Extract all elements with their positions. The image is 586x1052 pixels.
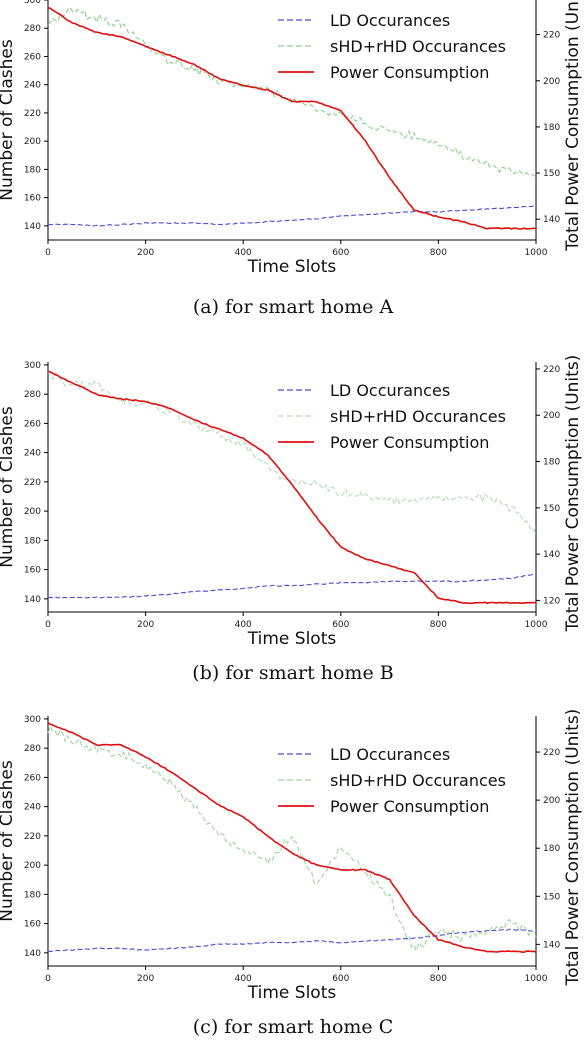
chart-caption-c: (c) for smart home C bbox=[192, 1016, 394, 1038]
legend-label-0: LD Occurances bbox=[330, 381, 450, 400]
chart-caption-a: (a) for smart home A bbox=[192, 296, 394, 318]
y-tick-label: 240 bbox=[24, 81, 41, 91]
legend-label-1: sHD+rHD Occurances bbox=[330, 407, 506, 426]
x-axis-label: Time Slots bbox=[247, 983, 337, 1003]
y-tick-label: 200 bbox=[24, 507, 41, 517]
x-axis-label: Time Slots bbox=[247, 629, 337, 649]
y-right-tick-label: 150 bbox=[543, 892, 560, 902]
y-tick-label: 140 bbox=[24, 222, 41, 232]
y-right-tick-label: 180 bbox=[543, 844, 560, 854]
x-tick-label: 0 bbox=[45, 974, 51, 984]
x-tick-label: 600 bbox=[332, 974, 349, 984]
chart-caption-b: (b) for smart home B bbox=[192, 662, 394, 684]
y-tick-label: 260 bbox=[24, 52, 41, 62]
y-tick-label: 280 bbox=[24, 390, 41, 400]
y-tick-label: 280 bbox=[24, 24, 41, 34]
series-line-2 bbox=[47, 722, 537, 953]
y-tick-label: 200 bbox=[24, 861, 41, 871]
y-right-tick-label: 200 bbox=[543, 796, 560, 806]
y-right-axis-label: Total Power Consumption (Units) bbox=[563, 709, 583, 987]
y-right-tick-label: 150 bbox=[543, 504, 560, 514]
chart-panel-b: 0 200 400 600 800 1000 140 160 180 200 220 240 260 28… bbox=[0, 352, 586, 692]
series-line-2 bbox=[47, 6, 537, 230]
y-tick-label: 140 bbox=[24, 949, 41, 959]
x-tick-label: 1000 bbox=[525, 974, 548, 984]
x-tick-label: 0 bbox=[45, 620, 51, 630]
legend-label-0: LD Occurances bbox=[330, 11, 450, 30]
legend: LD Occurances sHD+rHD Occurances Power Con… bbox=[278, 745, 506, 816]
legend: LD Occurances sHD+rHD Occurances Power Con… bbox=[278, 11, 506, 82]
y-tick-label: 300 bbox=[24, 715, 41, 725]
legend-label-0: LD Occurances bbox=[330, 745, 450, 764]
y-tick-label: 240 bbox=[24, 803, 41, 813]
x-tick-label: 800 bbox=[430, 620, 447, 630]
y-tick-label: 200 bbox=[24, 137, 41, 147]
series-line-0 bbox=[47, 205, 537, 227]
y-right-tick-label: 140 bbox=[543, 550, 560, 560]
y-tick-label: 160 bbox=[24, 920, 41, 930]
y-right-axis-label: Total Power Consumption (Units) bbox=[563, 355, 583, 633]
x-tick-label: 800 bbox=[430, 974, 447, 984]
x-tick-label: 1000 bbox=[525, 620, 548, 630]
series-line-1 bbox=[48, 371, 537, 533]
x-tick-label: 0 bbox=[45, 248, 51, 258]
y-right-tick-label: 140 bbox=[543, 940, 560, 950]
y-right-tick-label: 150 bbox=[543, 169, 560, 179]
series-line-1 bbox=[47, 725, 537, 952]
y-right-tick-label: 180 bbox=[543, 123, 560, 133]
series-line-0 bbox=[47, 573, 537, 599]
y-tick-label: 280 bbox=[24, 744, 41, 754]
y-tick-label: 180 bbox=[24, 165, 41, 175]
x-tick-label: 600 bbox=[332, 620, 349, 630]
y-axis-label: Number of Clashes bbox=[0, 39, 17, 201]
chart-panel-a: 0 200 400 600 800 1000 140 160 180 200 220 240 260 28… bbox=[0, 0, 586, 330]
y-tick-label: 220 bbox=[24, 478, 41, 488]
x-tick-label: 600 bbox=[332, 248, 349, 258]
y-right-axis-label: Total Power Consumption (Un bbox=[563, 1, 583, 252]
y-tick-label: 220 bbox=[24, 109, 41, 119]
legend-label-2: Power Consumption bbox=[330, 797, 489, 816]
y-tick-label: 260 bbox=[24, 773, 41, 783]
y-tick-label: 300 bbox=[24, 361, 41, 371]
y-axis-label: Number of Clashes bbox=[0, 760, 17, 922]
y-tick-label: 180 bbox=[24, 890, 41, 900]
y-right-tick-label: 220 bbox=[543, 365, 560, 375]
x-tick-label: 800 bbox=[430, 248, 447, 258]
y-right-tick-label: 200 bbox=[543, 411, 560, 421]
x-tick-label: 200 bbox=[137, 974, 154, 984]
series-line-2 bbox=[47, 370, 537, 605]
legend-label-1: sHD+rHD Occurances bbox=[330, 771, 506, 790]
y-tick-label: 140 bbox=[24, 595, 41, 605]
series-line-1 bbox=[47, 6, 537, 178]
x-tick-label: 400 bbox=[235, 620, 252, 630]
x-tick-label: 1000 bbox=[525, 248, 548, 258]
y-right-tick-label: 220 bbox=[543, 31, 560, 41]
chart-svg-a: 0 200 400 600 800 1000 140 160 180 200 220 240 260 28… bbox=[0, 0, 583, 277]
x-tick-label: 200 bbox=[137, 620, 154, 630]
legend-label-2: Power Consumption bbox=[330, 63, 489, 82]
y-right-tick-label: 220 bbox=[543, 748, 560, 758]
y-right-tick-label: 140 bbox=[543, 215, 560, 225]
legend-label-1: sHD+rHD Occurances bbox=[330, 37, 506, 56]
y-tick-label: 240 bbox=[24, 449, 41, 459]
x-axis-label: Time Slots bbox=[247, 257, 337, 277]
y-tick-label: 160 bbox=[24, 566, 41, 576]
y-tick-label: 180 bbox=[24, 536, 41, 546]
y-tick-label: 300 bbox=[24, 0, 41, 6]
chart-svg-c: 0 200 400 600 800 1000 140 160 180 200 220 240 260 28… bbox=[0, 709, 583, 1003]
legend-label-2: Power Consumption bbox=[330, 433, 489, 452]
x-tick-label: 400 bbox=[235, 974, 252, 984]
y-tick-label: 220 bbox=[24, 832, 41, 842]
x-tick-label: 400 bbox=[235, 248, 252, 258]
y-right-tick-label: 120 bbox=[543, 596, 560, 606]
y-axis-label: Number of Clashes bbox=[0, 406, 17, 568]
chart-svg-b: 0 200 400 600 800 1000 140 160 180 200 220 240 260 28… bbox=[0, 355, 583, 649]
legend: LD Occurances sHD+rHD Occurances Power Con… bbox=[278, 381, 506, 452]
x-tick-label: 200 bbox=[137, 248, 154, 258]
chart-panel-c: 0 200 400 600 800 1000 140 160 180 200 220 240 260 28… bbox=[0, 706, 586, 1052]
y-tick-label: 260 bbox=[24, 419, 41, 429]
y-right-tick-label: 200 bbox=[543, 77, 560, 87]
y-tick-label: 160 bbox=[24, 194, 41, 204]
y-right-tick-label: 180 bbox=[543, 458, 560, 468]
